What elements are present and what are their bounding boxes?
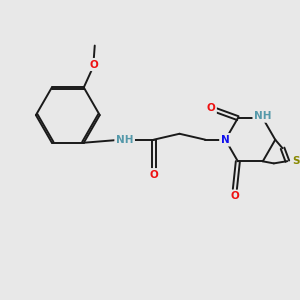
Text: NH: NH — [116, 135, 134, 145]
Text: N: N — [221, 135, 230, 145]
Text: S: S — [292, 156, 300, 166]
Text: O: O — [149, 169, 158, 180]
Text: NH: NH — [254, 111, 272, 121]
Text: O: O — [230, 191, 239, 201]
Text: O: O — [89, 59, 98, 70]
Text: O: O — [207, 103, 215, 113]
Text: N: N — [221, 135, 230, 145]
